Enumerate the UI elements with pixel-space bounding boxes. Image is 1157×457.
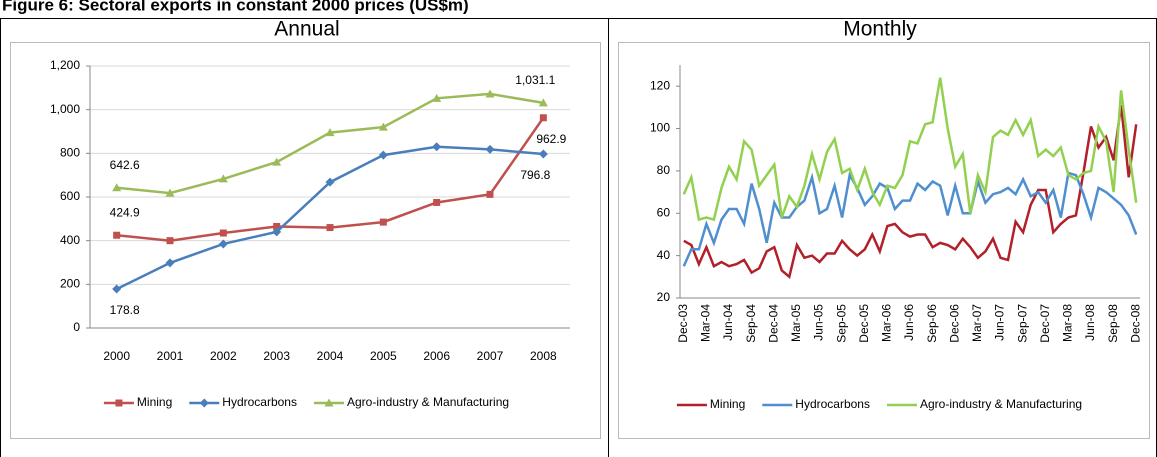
marker	[272, 227, 282, 237]
y-tick-label: 60	[657, 205, 671, 219]
x-tick-label: Dec-03	[676, 304, 690, 343]
x-tick-label: Jun-07	[993, 304, 1007, 341]
marker	[378, 122, 388, 131]
marker	[485, 144, 495, 154]
data-label: 424.9	[110, 205, 140, 219]
marker	[115, 399, 123, 407]
legend-label: Mining	[137, 395, 172, 409]
marker	[273, 222, 281, 230]
x-tick-label: 2002	[210, 349, 237, 363]
marker	[112, 183, 122, 192]
x-tick-label: Sep-08	[1106, 304, 1120, 343]
x-tick-label: Sep-04	[744, 304, 758, 343]
marker	[432, 93, 442, 102]
y-tick-label: 1,000	[50, 102, 80, 116]
y-tick-label: 400	[60, 233, 80, 247]
x-tick-label: 2008	[530, 349, 557, 363]
marker	[165, 258, 175, 268]
y-tick-label: 1,200	[50, 58, 80, 72]
marker	[272, 157, 282, 166]
x-tick-label: Jun-06	[902, 304, 916, 341]
data-label: 642.6	[110, 158, 140, 172]
frame	[0, 18, 1157, 457]
chart-frame	[618, 42, 1150, 439]
marker	[325, 128, 335, 137]
data-label: 962.9	[536, 132, 566, 146]
legend-label: Agro-industry & Manufacturing	[347, 395, 509, 409]
x-tick-label: Mar-05	[789, 304, 803, 342]
x-tick-label: Jun-08	[1083, 304, 1097, 341]
chart-frame	[10, 42, 601, 439]
marker	[325, 177, 335, 187]
y-tick-label: 200	[60, 277, 80, 291]
x-tick-label: Mar-04	[699, 304, 713, 342]
y-tick-label: 80	[657, 163, 671, 177]
marker	[165, 188, 175, 197]
x-tick-label: Jun-05	[812, 304, 826, 341]
x-tick-label: Dec-07	[1038, 304, 1052, 343]
x-tick-label: Sep-07	[1015, 304, 1029, 343]
data-label: 1,031.1	[515, 73, 555, 87]
marker	[538, 149, 548, 159]
marker	[538, 98, 548, 107]
series-line	[682, 171, 1138, 267]
x-tick-label: Dec-05	[857, 304, 871, 343]
series-line	[682, 77, 1138, 222]
x-tick-label: Mar-08	[1061, 304, 1075, 342]
x-tick-label: Dec-04	[766, 304, 780, 343]
marker	[218, 239, 228, 249]
x-tick-label: Mar-06	[880, 304, 894, 342]
x-tick-label: 2001	[157, 349, 184, 363]
legend-label: Hydrocarbons	[222, 395, 297, 409]
x-tick-label: Dec-08	[1128, 304, 1142, 343]
marker	[199, 398, 209, 408]
y-tick-label: 100	[650, 121, 670, 135]
marker	[539, 114, 547, 122]
y-tick-label: 800	[60, 146, 80, 160]
marker	[326, 224, 334, 232]
y-tick-label: 0	[73, 320, 80, 334]
y-tick-label: 40	[657, 248, 671, 262]
x-tick-label: 2005	[370, 349, 397, 363]
marker	[324, 398, 334, 407]
x-tick-label: Jun-04	[721, 304, 735, 341]
data-label: 178.8	[110, 303, 140, 317]
y-tick-label: 600	[60, 189, 80, 203]
x-tick-label: Sep-05	[834, 304, 848, 343]
data-label: 796.8	[520, 168, 550, 182]
x-tick-label: 2004	[317, 349, 344, 363]
y-tick-label: 120	[650, 78, 670, 92]
x-tick-label: Mar-07	[970, 304, 984, 342]
marker	[432, 142, 442, 152]
marker	[218, 174, 228, 183]
marker	[113, 231, 121, 239]
marker	[485, 89, 495, 98]
marker	[166, 237, 174, 245]
chart-title: Monthly	[843, 18, 917, 41]
x-tick-label: 2003	[263, 349, 290, 363]
series-line	[683, 105, 1138, 280]
legend-label: Mining	[710, 397, 745, 411]
x-tick-label: 2000	[103, 349, 130, 363]
marker	[112, 284, 122, 294]
x-tick-label: 2007	[477, 349, 504, 363]
legend-label: Agro-industry & Manufacturing	[920, 397, 1082, 411]
marker	[433, 198, 441, 206]
marker	[486, 190, 494, 198]
marker	[219, 229, 227, 237]
x-tick-label: Dec-06	[947, 304, 961, 343]
marker	[378, 150, 388, 160]
series-line	[116, 145, 544, 291]
x-tick-label: Sep-06	[925, 304, 939, 343]
y-tick-label: 20	[657, 290, 671, 304]
figure-title: Figure 6: Sectoral exports in constant 2…	[2, 0, 469, 14]
x-tick-label: 2006	[423, 349, 450, 363]
legend-label: Hydrocarbons	[795, 397, 870, 411]
chart-title: Annual	[274, 18, 339, 41]
marker	[379, 218, 387, 226]
